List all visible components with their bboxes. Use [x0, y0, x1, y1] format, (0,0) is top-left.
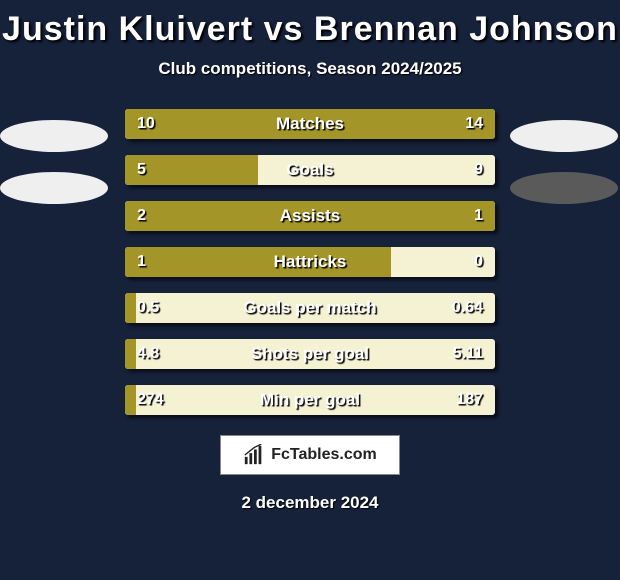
bar-row-hattricks: 10Hattricks — [125, 247, 495, 277]
bar-row-goals: 59Goals — [125, 155, 495, 185]
bar-label: Assists — [125, 201, 495, 231]
bar-label: Min per goal — [125, 385, 495, 415]
left-oval-group — [0, 120, 110, 224]
comparison-bars: 1014Matches 59Goals 21Assists 10Hattricks 0.… — [125, 109, 495, 415]
subtitle: Club competitions, Season 2024/2025 — [0, 59, 620, 79]
bar-row-shots-per-goal: 4.85.11Shots per goal — [125, 339, 495, 369]
right-oval-group — [510, 120, 620, 224]
chart-icon — [243, 444, 265, 466]
bar-row-min-per-goal: 274187Min per goal — [125, 385, 495, 415]
bar-row-matches: 1014Matches — [125, 109, 495, 139]
bar-label: Matches — [125, 109, 495, 139]
page-title: Justin Kluivert vs Brennan Johnson — [0, 0, 620, 49]
bar-row-assists: 21Assists — [125, 201, 495, 231]
right-oval — [510, 172, 618, 204]
bar-label: Hattricks — [125, 247, 495, 277]
logo-text: FcTables.com — [271, 446, 377, 464]
bar-label: Goals per match — [125, 293, 495, 323]
bar-row-goals-per-match: 0.50.64Goals per match — [125, 293, 495, 323]
left-oval — [0, 120, 108, 152]
right-oval — [510, 120, 618, 152]
bar-label: Goals — [125, 155, 495, 185]
left-oval — [0, 172, 108, 204]
date-text: 2 december 2024 — [0, 493, 620, 513]
bar-label: Shots per goal — [125, 339, 495, 369]
logo-box: FcTables.com — [220, 435, 400, 475]
